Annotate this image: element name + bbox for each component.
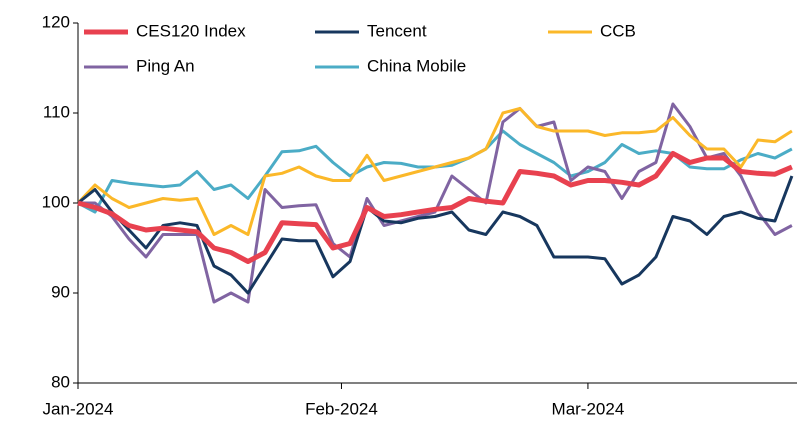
- series-line: [76, 107, 793, 236]
- legend-label: CES120 Index: [136, 21, 246, 40]
- y-tick-label: 90: [51, 282, 70, 301]
- series-line: [77, 175, 794, 295]
- legend-label: Tencent: [367, 21, 427, 40]
- legend-label: CCB: [600, 21, 636, 40]
- x-tick-label: Feb-2024: [305, 399, 378, 418]
- series-line: [78, 102, 793, 304]
- series-line: [77, 151, 793, 264]
- legend-label: China Mobile: [367, 56, 466, 75]
- y-tick-label: 120: [42, 12, 70, 31]
- y-tick-label: 110: [43, 102, 70, 121]
- x-tick-label: Mar-2024: [552, 399, 625, 418]
- y-tick-label: 100: [42, 192, 70, 211]
- x-tick-label: Jan-2024: [43, 399, 114, 418]
- legend-label: Ping An: [136, 56, 195, 75]
- y-tick-label: 80: [51, 372, 70, 391]
